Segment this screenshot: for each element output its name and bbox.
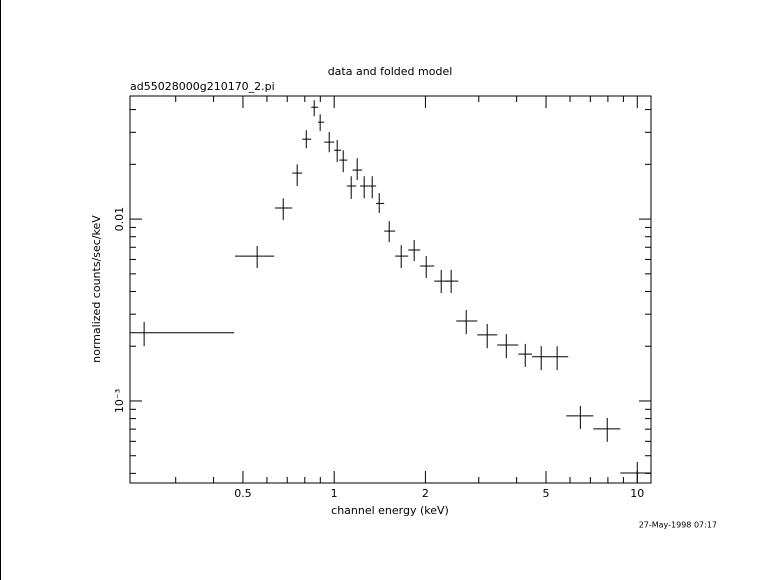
- x-tick-label: 1: [331, 487, 338, 500]
- chart-subtitle: ad55028000g210170_2.pi: [130, 80, 275, 93]
- x-tick-label: 10: [630, 487, 644, 500]
- y-tick-label: 0.01: [113, 207, 126, 232]
- x-tick-label: 2: [422, 487, 429, 500]
- timestamp: 27-May-1998 07:17: [639, 521, 717, 530]
- x-tick-label: 0.5: [234, 487, 252, 500]
- x-axis-label: channel energy (keV): [331, 504, 449, 517]
- x-tick-label: 5: [543, 487, 550, 500]
- chart-title: data and folded model: [328, 65, 453, 78]
- y-axis-label: normalized counts/sec/keV: [90, 215, 103, 363]
- plot-frame: [129, 95, 652, 484]
- y-tick-label: 10⁻³: [113, 389, 126, 413]
